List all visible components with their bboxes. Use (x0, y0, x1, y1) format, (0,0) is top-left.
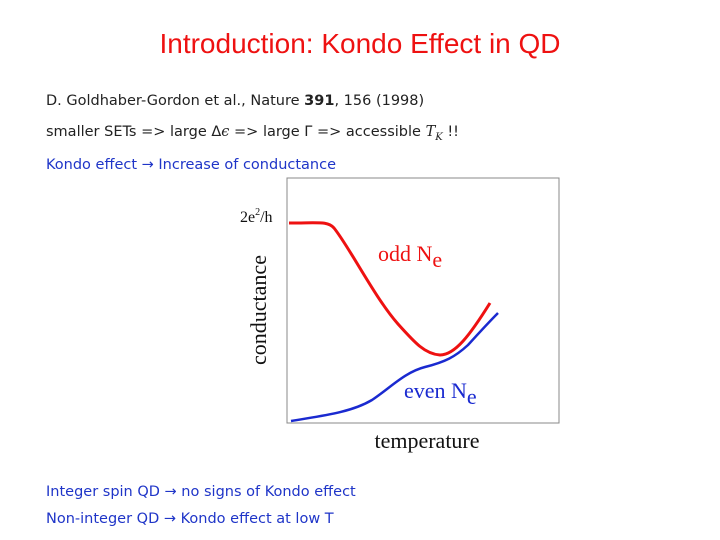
even-label: even Ne (404, 378, 477, 409)
gamma-symbol: Γ (304, 124, 313, 140)
kondo-text-2: Increase of conductance (153, 157, 337, 173)
scaling-text-1: smaller SETs => large (46, 124, 212, 140)
delta-symbol: Δ (211, 124, 222, 140)
scaling-text-4: !! (442, 124, 459, 140)
arrow-icon: → (141, 157, 154, 173)
ymax-label: 2e2/h (240, 207, 273, 226)
x-axis-label: temperature (374, 428, 479, 453)
scaling-text-2: => large (229, 124, 305, 140)
noninteger-text-2: Kondo effect at low T (176, 511, 334, 527)
odd-curve (288, 221, 492, 357)
reference-authors: D. Goldhaber-Gordon et al., Nature (46, 93, 305, 109)
reference-volume: 391 (304, 93, 335, 109)
arrow-icon: → (163, 511, 177, 527)
scaling-line: smaller SETs => large Δϵ => large Γ => a… (46, 124, 459, 143)
kondo-temperature-symbol: TK (425, 124, 443, 143)
slide-title: Introduction: Kondo Effect in QD (159, 28, 561, 59)
y-axis-label: conductance (246, 255, 271, 365)
epsilon-symbol: ϵ (221, 124, 230, 140)
reference-line: D. Goldhaber-Gordon et al., Nature 391, … (46, 93, 424, 109)
scaling-text-3: => accessible (312, 124, 426, 140)
kondo-effect-line: Kondo effect → Increase of conductance (46, 157, 336, 173)
plot-frame (286, 177, 560, 424)
integer-text-1: Integer spin QD (46, 484, 165, 500)
arrow-icon: → (164, 484, 177, 500)
kondo-text-1: Kondo effect (46, 157, 142, 173)
integer-spin-line: Integer spin QD → no signs of Kondo effe… (46, 484, 356, 500)
non-integer-line: Non-integer QD → Kondo effect at low T (46, 511, 334, 527)
even-curve (290, 312, 499, 423)
reference-rest: , 156 (1998) (334, 93, 425, 109)
odd-label: odd Ne (378, 241, 442, 272)
noninteger-text-1: Non-integer QD (46, 511, 164, 527)
integer-text-2: no signs of Kondo effect (176, 484, 356, 500)
